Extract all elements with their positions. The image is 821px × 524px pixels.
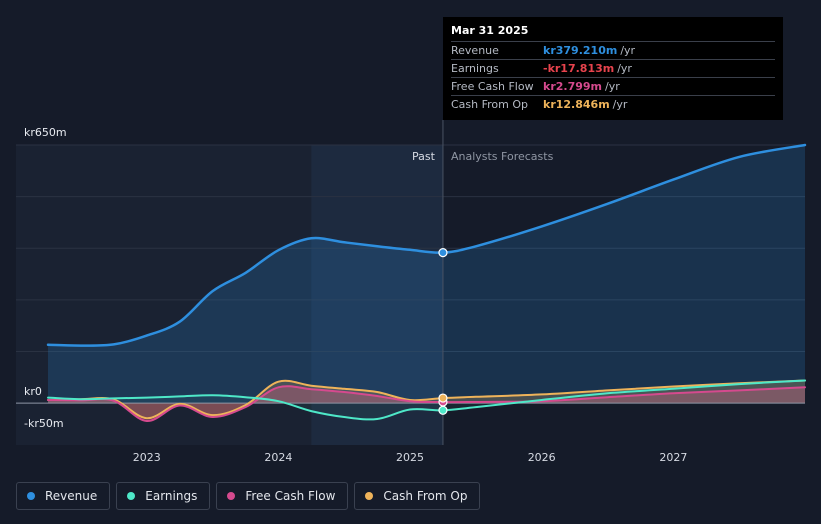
legend-item-revenue[interactable]: Revenue xyxy=(16,482,111,510)
legend: Revenue Earnings Free Cash Flow Cash Fro… xyxy=(16,482,486,510)
legend-item-cash-from-op[interactable]: Cash From Op xyxy=(354,482,481,510)
legend-label: Revenue xyxy=(45,489,98,503)
earnings-area xyxy=(48,380,805,420)
tooltip-unit: /yr xyxy=(620,44,636,57)
series-lines xyxy=(46,143,807,422)
tooltip-unit: /yr xyxy=(617,62,632,75)
legend-dot-icon xyxy=(365,492,374,500)
y-axis-label: kr0 xyxy=(24,385,42,398)
tooltip-row-earnings: Earnings -kr17.813m /yr xyxy=(451,59,775,77)
tooltip-label: Earnings xyxy=(451,62,499,75)
tooltip-value: kr12.846m xyxy=(543,98,610,111)
earnings-marker xyxy=(438,405,448,415)
tooltip-unit: /yr xyxy=(605,80,620,93)
x-axis-tick-label: 2023 xyxy=(133,451,161,464)
y-axis-labels: kr650m kr0 -kr50m xyxy=(24,126,67,430)
tooltip-label: Cash From Op xyxy=(451,98,529,111)
x-axis-tick-label: 2025 xyxy=(396,451,424,464)
y-axis-label: kr650m xyxy=(24,126,67,139)
tooltip-unit: /yr xyxy=(612,98,628,111)
tooltip-date: Mar 31 2025 xyxy=(451,24,529,37)
legend-label: Cash From Op xyxy=(383,489,468,503)
legend-dot-icon xyxy=(227,492,236,500)
tooltip-value: kr2.799m xyxy=(543,80,602,93)
legend-item-free-cash-flow[interactable]: Free Cash Flow xyxy=(216,482,349,510)
tooltip-row-cash-from-op: Cash From Op kr12.846m /yr xyxy=(451,95,775,113)
past-label: Past xyxy=(412,150,436,163)
tooltip-row-revenue: Revenue kr379.210m /yr xyxy=(451,41,775,59)
x-axis-tick-label: 2024 xyxy=(264,451,292,464)
earnings-line xyxy=(47,379,806,421)
x-axis-tick-label: 2027 xyxy=(659,451,687,464)
tooltip-label: Revenue xyxy=(451,44,499,57)
legend-dot-icon xyxy=(127,492,136,500)
revenue-marker xyxy=(438,248,448,258)
current-markers xyxy=(438,248,448,415)
cash-from-op-line xyxy=(47,379,806,420)
tooltip-value: -kr17.813m xyxy=(543,62,615,75)
legend-dot-icon xyxy=(27,492,35,500)
tooltip-value: kr379.210m xyxy=(543,44,618,57)
x-axis-ticks: 2023 2024 2025 2026 2027 xyxy=(133,451,688,464)
y-axis-label: -kr50m xyxy=(24,417,64,430)
tooltip-row-free-cash-flow: Free Cash Flow kr2.799m /yr xyxy=(451,77,775,95)
legend-item-earnings[interactable]: Earnings xyxy=(116,482,211,510)
analysts-forecasts-label: Analysts Forecasts xyxy=(451,150,554,163)
revenue-area xyxy=(48,145,805,404)
x-axis-tick-label: 2026 xyxy=(528,451,556,464)
free-cash-flow-line xyxy=(47,385,806,422)
cash-from-op-marker xyxy=(438,393,448,403)
tooltip-label: Free Cash Flow xyxy=(451,80,534,93)
revenue-line xyxy=(46,143,807,347)
legend-label: Free Cash Flow xyxy=(245,489,336,503)
legend-label: Earnings xyxy=(145,489,198,503)
tooltip: Mar 31 2025 Revenue kr379.210m /yr Earni… xyxy=(443,17,783,120)
